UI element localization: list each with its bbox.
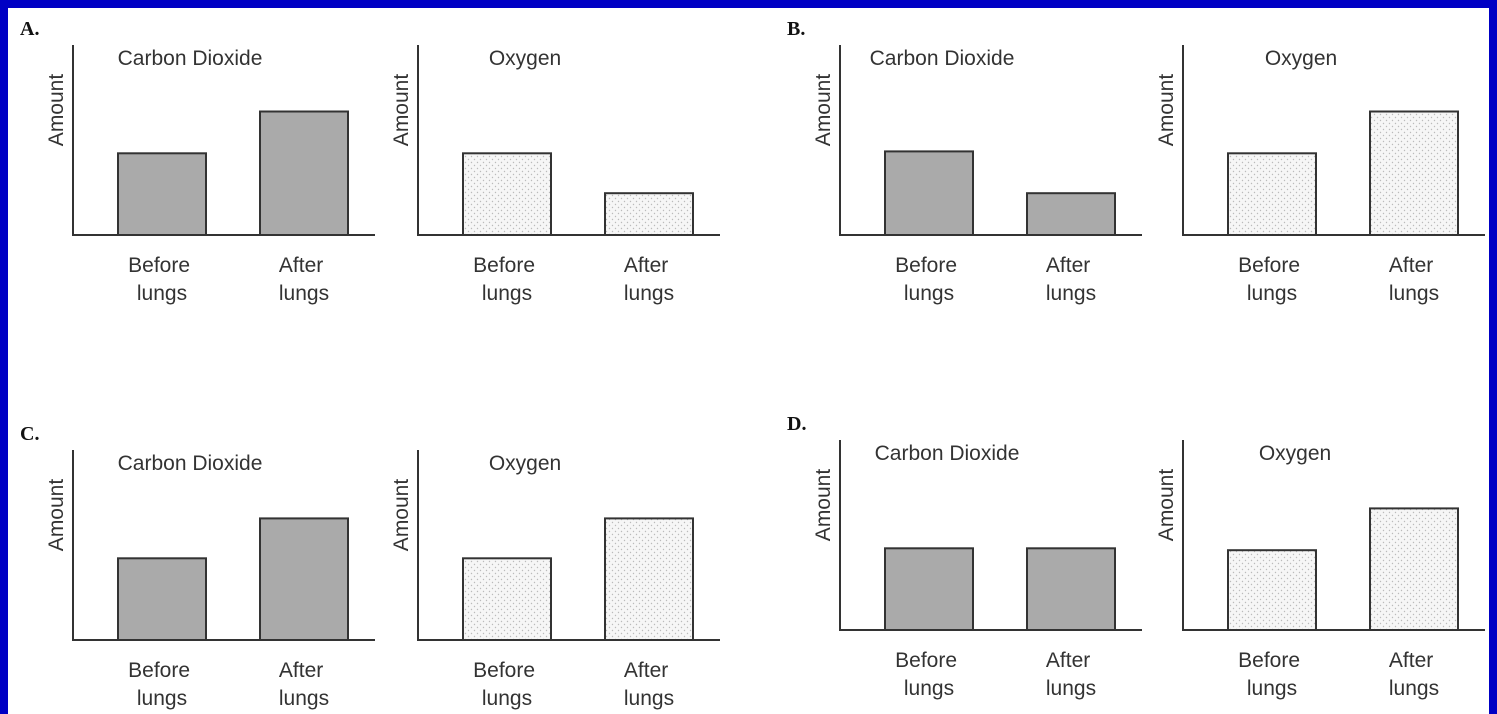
bar [1369,110,1459,236]
panel-label: C. [20,423,39,445]
y-axis-label: Amount [812,469,835,542]
x-tick-label: After lungs [1389,254,1439,305]
x-tick-label: After lungs [279,254,329,305]
panel-label: B. [787,18,805,40]
bar [604,517,694,641]
x-tick-label: After lungs [1389,649,1439,700]
chart: Oxygen Amount Before lungs After lungs [390,45,720,305]
x-tick-label: Before lungs [895,254,963,305]
x-tick-label: Before lungs [473,659,541,710]
x-tick-label: Before lungs [895,649,963,700]
x-tick-label: After lungs [279,659,329,710]
bar [1227,152,1317,236]
panel-label: D. [787,413,806,435]
y-axis-label: Amount [1155,74,1178,147]
chart-title: Carbon Dioxide [870,47,1015,70]
bar [884,150,974,236]
x-tick-label: Before lungs [128,659,196,710]
chart: Oxygen Amount Before lungs After lungs [390,450,720,710]
chart-title: Carbon Dioxide [875,442,1020,465]
chart: Oxygen Amount Before lungs After lungs [1155,45,1485,305]
y-axis-label: Amount [390,74,413,147]
bar [1369,507,1459,631]
figure: Carbon Dioxide Amount A. Before lungs After … [8,8,1489,714]
x-tick-label: Before lungs [1238,649,1306,700]
chart: Carbon Dioxide Amount C. Before lungs After … [20,423,375,710]
x-tick-label: After lungs [624,659,674,710]
bar [259,517,349,641]
y-axis-label: Amount [812,74,835,147]
chart: Carbon Dioxide Amount B. Before lungs After … [787,18,1142,305]
bar [117,557,207,641]
bar [462,152,552,236]
x-tick-label: After lungs [1046,254,1096,305]
chart: Oxygen Amount Before lungs After lungs [1155,440,1485,700]
bar [1227,549,1317,631]
x-tick-label: Before lungs [473,254,541,305]
x-tick-label: Before lungs [1238,254,1306,305]
chart-title: Carbon Dioxide [118,452,263,475]
chart-title: Oxygen [489,452,561,475]
chart-title: Oxygen [489,47,561,70]
chart: Carbon Dioxide Amount D. Before lungs After … [787,413,1142,700]
bar [1026,547,1116,631]
x-tick-label: After lungs [1046,649,1096,700]
chart-title: Oxygen [1265,47,1337,70]
x-tick-label: After lungs [624,254,674,305]
bar [1026,192,1116,236]
y-axis-label: Amount [390,479,413,552]
y-axis-label: Amount [45,479,68,552]
chart-title: Oxygen [1259,442,1331,465]
bar [604,192,694,236]
bar [462,557,552,641]
chart: Carbon Dioxide Amount A. Before lungs After … [20,18,375,305]
y-axis-label: Amount [1155,469,1178,542]
bar [884,547,974,631]
x-tick-label: Before lungs [128,254,196,305]
bar [117,152,207,236]
panel-label: A. [20,18,39,40]
y-axis-label: Amount [45,74,68,147]
bar [259,110,349,236]
chart-title: Carbon Dioxide [118,47,263,70]
